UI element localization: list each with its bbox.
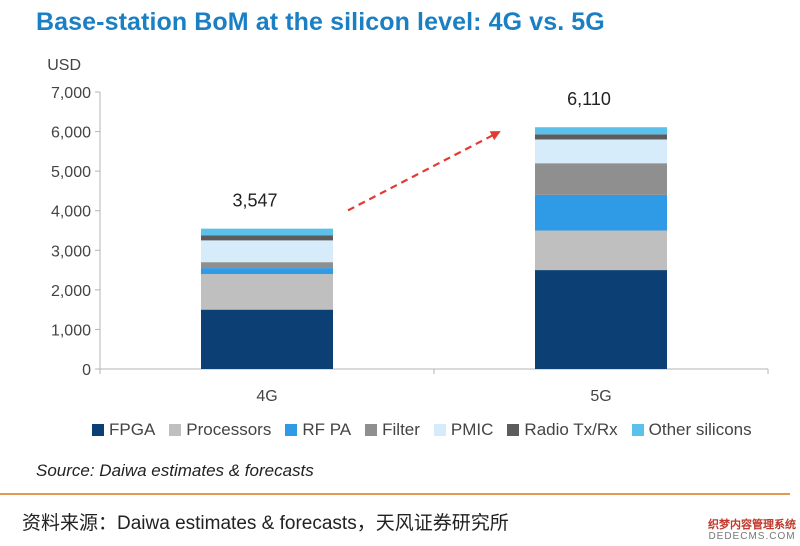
legend-label: RF PA [302,420,352,439]
legend-swatch [365,424,378,436]
y-tick-label: 2,000 [51,283,91,300]
legend-item: FPGA [92,420,155,440]
y-tick-label: 6,000 [51,125,91,142]
legend-item: Other silicons [631,420,752,440]
chart-title: Base-station BoM at the silicon level: 4… [36,8,605,36]
watermark: 织梦内容管理系统 DEDECMS.COM [708,518,796,542]
legend-item: Processors [169,420,271,440]
legend-item: Radio Tx/Rx [507,420,618,440]
legend-item: PMIC [433,420,494,440]
bar-segment [201,268,333,275]
bar-segment [535,127,667,135]
legend-swatch [507,424,520,436]
legend-item: Filter [365,420,420,440]
legend-label: Other silicons [648,420,752,439]
bar-segment [535,230,667,271]
increase-arrow [347,131,501,212]
bar-segment [535,194,667,231]
bar-segment [535,163,667,195]
watermark-line-2: DEDECMS.COM [708,530,796,542]
legend-swatch [169,424,182,436]
chart-source: Source: Daiwa estimates & forecasts [36,461,314,480]
y-tick-label: 0 [82,362,91,379]
figure-caption: 资料来源：Daiwa estimates & forecasts，天风证券研究所 [22,513,509,534]
x-tick-label: 4G [256,388,277,405]
legend-swatch [285,424,298,436]
legend-swatch [631,424,644,436]
chart-legend: FPGA Processors RF PA Filter PMIC Radio Tx/Rx… [92,420,752,440]
y-tick-label: 5,000 [51,164,91,181]
legend-swatch [433,424,446,436]
legend-label: FPGA [109,420,156,439]
bar-segment [201,235,333,241]
y-tick-label: 1,000 [51,322,91,339]
stacked-bar-chart: USD01,0002,0003,0004,0005,0006,0007,000 … [47,57,769,405]
legend-swatch [92,424,104,436]
y-tick-label: 3,000 [51,243,91,260]
y-axis-label: USD [47,57,81,74]
bar-segment [535,139,667,164]
legend-label: PMIC [450,420,494,439]
legend-label: Radio Tx/Rx [524,420,618,439]
total-data-label: 3,547 [232,191,277,211]
bar-segment [535,134,667,140]
y-tick-label: 7,000 [51,85,91,102]
legend-item: RF PA [285,420,351,440]
watermark-line-1: 织梦内容管理系统 [708,518,796,531]
legend-label: Processors [186,420,272,439]
divider [0,493,790,495]
total-data-label: 6,110 [567,89,611,109]
bar-segment [535,270,667,369]
bar-segment [201,228,333,236]
legend-label: Filter [382,420,420,439]
bar-segment [201,240,333,263]
x-tick-label: 5G [590,388,611,405]
bar-segment [201,309,333,369]
bar-segment [201,262,333,269]
bar-segment [201,274,333,310]
y-tick-label: 4,000 [51,204,91,221]
